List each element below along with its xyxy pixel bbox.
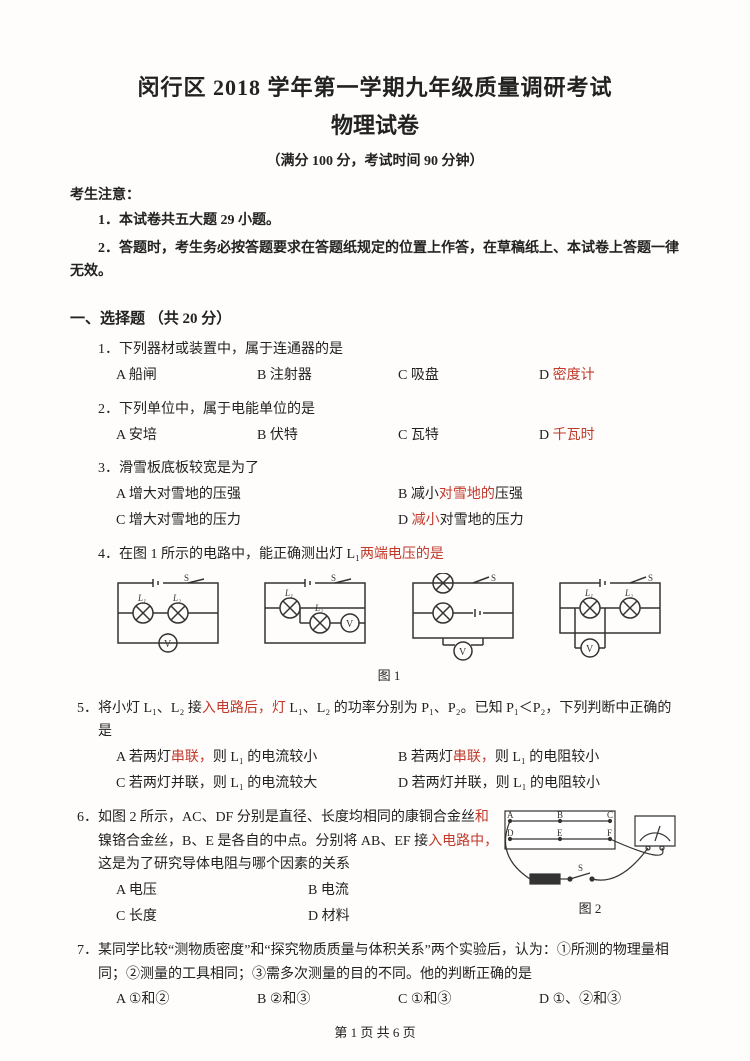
question-4: 4．在图 1 所示的电路中，能正确测出灯 L₁两端电压的是 S L₁ L₂ V xyxy=(70,543,680,687)
question-6: 6．如图 2 所示，AC、DF 分别是直径、长度均相同的康铜合金丝和镍铬合金丝，… xyxy=(70,806,680,929)
q4-stem: 4．在图 1 所示的电路中，能正确测出灯 L₁两端电压的是 xyxy=(98,543,680,567)
q2-opt-c: C 瓦特 xyxy=(398,424,539,448)
q5-opt-b: B 若两灯串联，则 L₁ 的电阻较小 xyxy=(398,746,680,770)
svg-text:V: V xyxy=(164,639,172,650)
q7-opt-c: C ①和③ xyxy=(398,988,539,1012)
q1-opt-c: C 吸盘 xyxy=(398,364,539,388)
notice-2: 2．答题时，考生务必按答题要求在答题纸规定的位置上作答，在草稿纸上、本试卷上答题… xyxy=(70,238,680,283)
q2-opt-b: B 伏特 xyxy=(257,424,398,448)
svg-text:S: S xyxy=(578,863,583,873)
circuit-b-icon: S L₁ L₂ V xyxy=(255,573,375,653)
q6-opt-a: A 电压 xyxy=(116,879,308,903)
title-line-2: 物理试卷 xyxy=(70,108,680,140)
q3-opt-c: C 增大对雪地的压力 xyxy=(116,509,398,533)
q5-opt-d: D 若两灯并联，则 L₁ 的电阻较小 xyxy=(398,772,680,796)
q3-opt-a: A 增大对雪地的压强 xyxy=(116,483,398,507)
q7-opt-d: D ①、②和③ xyxy=(539,988,680,1012)
q4-figures: S L₁ L₂ V S L₁ xyxy=(98,573,680,663)
question-1: 1．下列器材或装置中，属于连通器的是 A 船闸 B 注射器 C 吸盘 D 密度计 xyxy=(70,338,680,388)
q5-stem: 5．将小灯 L₁、L₂ 接入电路后，灯 L₁、L₂ 的功率分别为 P₁、P₂。已… xyxy=(70,697,680,745)
q2-opt-d: D 千瓦时 xyxy=(539,424,680,448)
svg-text:A: A xyxy=(507,810,514,820)
page-footer: 第 1 页 共 6 页 xyxy=(0,1022,750,1041)
svg-text:C: C xyxy=(607,810,613,820)
q6-opt-c: C 长度 xyxy=(116,905,308,929)
q2-stem: 2．下列单位中，属于电能单位的是 xyxy=(98,398,680,422)
svg-text:E: E xyxy=(557,828,563,838)
title-line-1: 闵行区 2018 学年第一学期九年级质量调研考试 xyxy=(70,70,680,102)
svg-text:V: V xyxy=(346,619,354,630)
q1-opt-b: B 注射器 xyxy=(257,364,398,388)
q6-opt-d: D 材料 xyxy=(308,905,500,929)
svg-text:V: V xyxy=(586,644,594,655)
svg-text:L₁: L₁ xyxy=(584,588,593,598)
question-2: 2．下列单位中，属于电能单位的是 A 安培 B 伏特 C 瓦特 D 千瓦时 xyxy=(70,398,680,448)
svg-text:S: S xyxy=(331,573,336,583)
q3-stem: 3．滑雪板底板较宽是为了 xyxy=(98,457,680,481)
svg-text:B: B xyxy=(557,810,563,820)
q5-opt-a: A 若两灯串联，则 L₁ 的电流较小 xyxy=(116,746,398,770)
svg-text:D: D xyxy=(507,828,514,838)
q5-opt-c: C 若两灯并联，则 L₁ 的电流较大 xyxy=(116,772,398,796)
subtitle: （满分 100 分，考试时间 90 分钟） xyxy=(70,150,680,170)
q6-opt-b: B 电流 xyxy=(308,879,500,903)
q3-opt-b: B 减小对雪地的压强 xyxy=(398,483,680,507)
q7-opt-a: A ①和② xyxy=(116,988,257,1012)
q2-opt-a: A 安培 xyxy=(116,424,257,448)
notice-heading: 考生注意： xyxy=(70,184,680,204)
q6-stem: 6．如图 2 所示，AC、DF 分别是直径、长度均相同的康铜合金丝和镍铬合金丝，… xyxy=(70,806,500,877)
question-5: 5．将小灯 L₁、L₂ 接入电路后，灯 L₁、L₂ 的功率分别为 P₁、P₂。已… xyxy=(70,697,680,796)
circuit-d-icon: S L₁ L₂ V xyxy=(550,573,670,663)
svg-text:L₂: L₂ xyxy=(624,588,633,598)
q1-stem: 1．下列器材或装置中，属于连通器的是 xyxy=(98,338,680,362)
svg-text:S: S xyxy=(648,573,653,583)
svg-text:L₂: L₂ xyxy=(172,593,181,603)
section-1-head: 一、选择题 （共 20 分） xyxy=(70,307,680,328)
q6-figure: A B C D E F S xyxy=(500,806,680,920)
question-3: 3．滑雪板底板较宽是为了 A 增大对雪地的压强 B 减小对雪地的压强 C 增大对… xyxy=(70,457,680,532)
svg-text:S: S xyxy=(184,573,189,583)
svg-text:F: F xyxy=(607,828,612,838)
q6-caption: 图 2 xyxy=(500,898,680,920)
q4-caption: 图 1 xyxy=(98,665,680,687)
circuit-a-icon: S L₁ L₂ V xyxy=(108,573,228,653)
q3-opt-d: D 减小对雪地的压力 xyxy=(398,509,680,533)
svg-text:V: V xyxy=(459,647,467,658)
q1-opt-d: D 密度计 xyxy=(539,364,680,388)
resistor-wires-icon: A B C D E F S xyxy=(500,806,680,896)
circuit-c-icon: S V xyxy=(403,573,523,663)
svg-text:L₁: L₁ xyxy=(137,593,146,603)
svg-text:S: S xyxy=(491,573,496,583)
q7-stem: 7．某同学比较“测物质密度”和“探究物质质量与体积关系”两个实验后，认为：①所测… xyxy=(70,939,680,987)
notice-1: 1．本试卷共五大题 29 小题。 xyxy=(70,210,680,232)
q7-opt-b: B ②和③ xyxy=(257,988,398,1012)
exam-page: 闵行区 2018 学年第一学期九年级质量调研考试 物理试卷 （满分 100 分，… xyxy=(0,0,750,1061)
question-7: 7．某同学比较“测物质密度”和“探究物质质量与体积关系”两个实验后，认为：①所测… xyxy=(70,939,680,1012)
q1-opt-a: A 船闸 xyxy=(116,364,257,388)
svg-text:L₁: L₁ xyxy=(284,588,293,598)
